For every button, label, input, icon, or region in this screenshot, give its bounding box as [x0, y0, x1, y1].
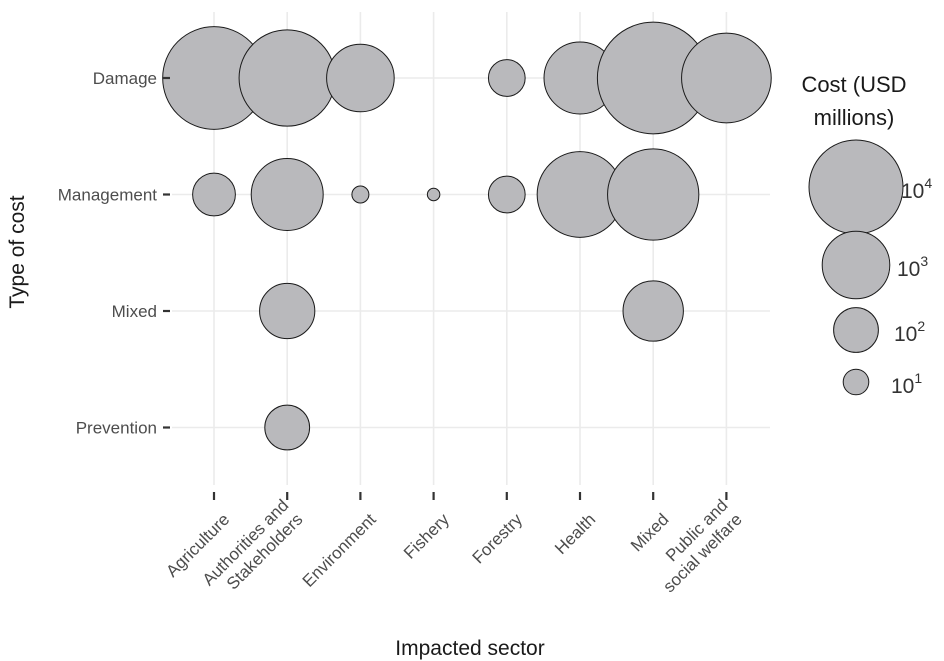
x-tick-label-forestry: Forestry: [469, 510, 527, 568]
x-tick-label-fishery: Fishery: [400, 510, 453, 563]
x-tick-label-line: Fishery: [400, 510, 453, 563]
bubble-management-agriculture: [192, 172, 236, 217]
bubble-management-environment: [351, 185, 370, 204]
points: [162, 21, 772, 451]
y-tick-label-prevention: Prevention: [76, 419, 157, 438]
bubble-management-authorities-and-stakeholders: [250, 158, 324, 231]
bubble-management-fishery: [426, 187, 441, 202]
bubble-prevention-authorities-and-stakeholders: [264, 404, 311, 451]
y-tick-label-management: Management: [58, 186, 158, 205]
x-axis-title: Impacted sector: [395, 637, 544, 660]
x-tick-label-environment: Environment: [299, 510, 380, 591]
y-tick-label-damage: Damage: [93, 69, 157, 88]
legend-key-10-3: [821, 230, 891, 300]
bubble-damage-forestry: [487, 59, 526, 97]
legend-key-10-1: [842, 368, 870, 396]
legend-key-10-2: [833, 307, 879, 353]
bubble-damage-authorities-and-stakeholders: [238, 29, 336, 127]
x-tick-label-line: Health: [551, 510, 599, 558]
legend-label-10-1: 101: [891, 370, 922, 398]
y-tick-label-mixed: Mixed: [112, 302, 157, 321]
bubble-mixed-authorities-and-stakeholders: [259, 282, 316, 340]
legend-label-10-3: 103: [897, 253, 928, 281]
bubble-damage-public-and-social-welfare: [681, 32, 772, 124]
x-tick-label-health: Health: [551, 510, 599, 558]
legend-title-line: millions): [814, 105, 895, 130]
legend: Cost (USD millions) 104 103 102 101: [801, 72, 932, 398]
legend-title-line: Cost (USD: [801, 72, 906, 97]
bubble-damage-environment: [326, 43, 395, 113]
x-tick-label-line: Environment: [299, 510, 380, 591]
legend-label-10-2: 102: [894, 318, 925, 346]
bubble-management-mixed: [607, 148, 700, 241]
legend-label-10-4: 104: [901, 175, 932, 203]
bubble-management-forestry: [487, 175, 526, 214]
y-axis-title: Type of cost: [6, 195, 29, 308]
bubble-mixed-mixed: [622, 280, 684, 342]
x-tick-label-line: Forestry: [469, 510, 527, 568]
legend-key-10-4: [808, 139, 904, 235]
